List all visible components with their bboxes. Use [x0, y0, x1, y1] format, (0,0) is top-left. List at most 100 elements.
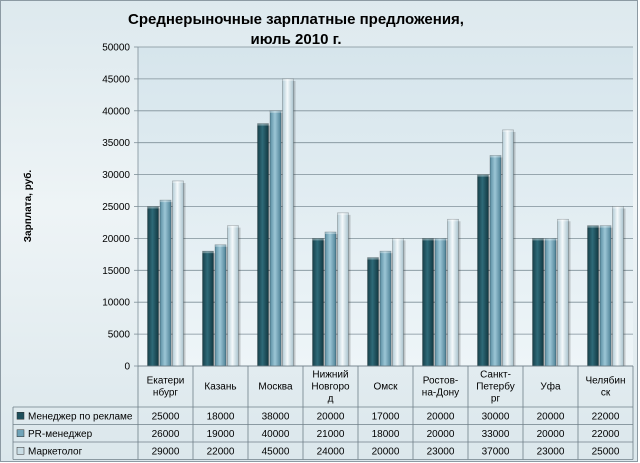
bar: [282, 78, 294, 367]
bar: [502, 129, 514, 367]
category-label: Екатери: [147, 376, 185, 387]
category-label: Санкт-: [480, 370, 511, 381]
table-value: 38000: [262, 411, 290, 422]
bar-cap: [502, 129, 514, 132]
table-value: 20000: [317, 411, 345, 422]
table-value: 20000: [427, 429, 455, 440]
bar-cap: [435, 238, 446, 241]
table-value: 20000: [372, 446, 400, 457]
table-value: 22000: [207, 446, 235, 457]
bar-cap: [215, 244, 226, 247]
bar-cap: [227, 225, 239, 228]
table-value: 23000: [427, 446, 455, 457]
chart-title: Среднерыночные зарплатные предложения, ию…: [128, 11, 464, 48]
bar-cap: [557, 219, 569, 222]
table-value: 26000: [152, 429, 180, 440]
bar: [557, 218, 569, 367]
bar: [599, 225, 612, 367]
category-label: Челябин: [586, 375, 626, 387]
chart-title-line: Среднерыночные зарплатные предложения,: [128, 11, 464, 28]
bar: [269, 110, 282, 367]
bar-cap: [587, 225, 599, 228]
bar-cap: [380, 251, 391, 254]
category-label: Новгоро: [311, 382, 350, 393]
bar: [214, 244, 227, 367]
bar: [159, 199, 172, 367]
bar-cap: [337, 212, 349, 215]
bar: [172, 180, 184, 367]
category-label: Москва: [258, 382, 293, 393]
table-value: 18000: [372, 429, 400, 440]
legend-key: [16, 412, 25, 420]
bar-cap: [312, 238, 324, 241]
category-label: рг: [491, 394, 501, 405]
bar: [434, 238, 447, 367]
category-label: Петербу: [476, 381, 515, 393]
category-label: Казань: [204, 382, 236, 393]
category-label: Омск: [373, 382, 398, 393]
table-value: 20000: [537, 411, 565, 422]
bar: [379, 250, 392, 367]
y-axis: 0 5000 10000 15000 20000 25000 30000 35000 40000…: [102, 43, 139, 373]
bar: [257, 123, 269, 367]
table-value: 22000: [592, 429, 620, 440]
table-value: 24000: [317, 446, 345, 457]
table-value: 25000: [592, 446, 620, 457]
series-name: Маркетолог: [28, 446, 83, 457]
bar: [532, 238, 544, 367]
bar: [227, 225, 239, 367]
bar: [422, 238, 434, 367]
table-value: 40000: [262, 429, 290, 440]
bar-cap: [367, 257, 379, 260]
table-value: 20000: [537, 429, 565, 440]
category-label: на-Дону: [422, 388, 459, 399]
bar-cap: [172, 180, 184, 183]
y-tick-label: 30000: [102, 170, 130, 181]
table-value: 22000: [592, 411, 620, 422]
bar-cap: [600, 225, 611, 228]
bar: [612, 206, 624, 367]
bar-cap: [532, 238, 544, 241]
bar: [544, 238, 557, 367]
legend-key: [16, 429, 25, 437]
category-label: Ростов-: [423, 376, 458, 387]
table-value: 25000: [152, 411, 180, 422]
legend-key: [16, 447, 25, 455]
table-value: 45000: [262, 446, 290, 457]
bar-cap: [477, 174, 489, 177]
y-tick-label: 15000: [102, 266, 130, 277]
bar-cap: [490, 155, 501, 158]
category-label: нбург: [153, 387, 178, 399]
series-name: Менеджер по рекламе: [28, 411, 133, 422]
bar-cap: [422, 238, 434, 241]
bar-cap: [612, 206, 624, 209]
y-tick-label: 35000: [102, 138, 130, 149]
table-value: 19000: [207, 429, 235, 440]
y-tick-label: 0: [124, 362, 130, 373]
bar-cap: [270, 110, 281, 113]
bar-cap: [325, 232, 336, 235]
table-value: 18000: [207, 411, 235, 422]
category-label: ск: [601, 388, 611, 399]
table-value: 37000: [482, 446, 510, 457]
bar: [392, 238, 404, 367]
y-tick-label: 10000: [102, 298, 130, 309]
bars: [147, 78, 626, 367]
bar: [202, 250, 214, 367]
category-label: Нижний: [312, 370, 348, 381]
category-label: д: [328, 394, 334, 405]
table-value: 20000: [427, 411, 455, 422]
bar-cap: [257, 123, 269, 126]
series-name: PR-менеджер: [28, 429, 93, 440]
bar: [337, 212, 349, 367]
y-tick-label: 45000: [102, 74, 130, 85]
table-value: 23000: [537, 446, 565, 457]
bar: [312, 238, 324, 367]
bar-cap: [447, 219, 459, 222]
table-value: 21000: [317, 429, 345, 440]
bar-cap: [160, 200, 171, 203]
category-label: Уфа: [540, 381, 561, 393]
